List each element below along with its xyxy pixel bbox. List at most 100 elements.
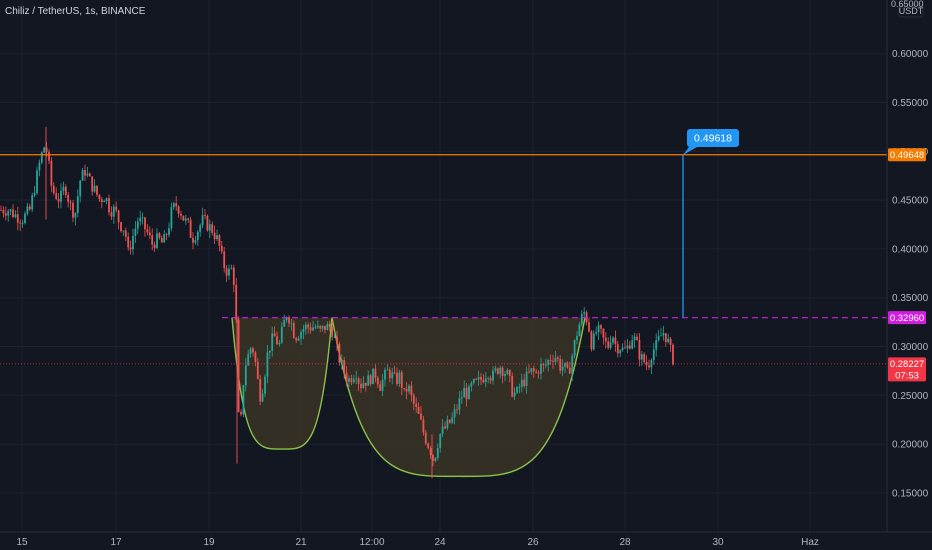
candle-body [489,378,492,381]
candle-body [612,337,614,343]
candle-body [576,335,578,341]
price-tick-label: 0.20000 [892,440,929,451]
candle-body [463,387,466,398]
candle-body [266,352,269,377]
candle-body [362,382,365,388]
price-tick-label: 0.35000 [892,293,929,304]
candle-body [504,374,506,377]
candle-body [398,372,401,384]
target-arrow-layer[interactable]: 0.49618 [682,129,739,318]
candle-body [232,267,235,286]
candle-body [446,419,449,429]
candle-body [100,199,103,203]
candle-body [475,378,478,380]
candle-body [523,379,526,386]
candle-body [528,371,530,373]
candle-body [93,185,96,192]
candle-body [62,186,65,191]
candle-body [662,333,665,336]
candle-body [360,383,362,388]
candle-body [352,379,355,383]
candle-body [657,335,660,341]
candle-body [280,326,283,343]
candle-body [225,268,228,276]
resistance-price-tag-box [888,148,926,162]
candle-body [43,147,46,153]
candle-body [648,365,650,368]
candle-body [348,378,350,382]
current-price-tag-box [888,357,926,382]
candle-body [561,366,564,371]
candle-body [45,147,48,152]
candle-body [50,160,53,186]
candle-body [604,337,607,342]
candle-body [0,209,2,211]
candle-body [664,333,667,343]
candle-body [638,340,641,360]
candle-body [288,317,290,324]
candle-body [283,320,286,327]
candle-body [453,409,456,418]
candle-body [343,360,346,373]
time-tick-label: 28 [619,537,631,548]
currency-unit-tag[interactable] [898,4,924,18]
candle-body [595,332,598,334]
candle-body [376,377,379,385]
candle-body [652,349,655,361]
target-callout-box[interactable] [687,129,739,148]
candle-body [619,350,622,354]
candle-body [564,362,566,367]
candle-body [396,372,398,384]
price-tick-label: 0.55000 [892,98,929,109]
candle-body [216,235,218,240]
cup-and-handle-drawing[interactable] [231,317,586,478]
candle-body [249,348,252,355]
price-tick-label: 0.40000 [892,244,929,255]
candle-body [345,372,348,382]
candle-body [412,395,415,404]
levels-layer[interactable] [0,154,887,365]
target-callout-label: 0.49618 [694,133,732,145]
time-tick-label: 21 [295,537,307,548]
candle-body [672,344,674,365]
candle-body [667,338,670,343]
current-price-tag-text: 0.28227 [890,359,924,370]
candle-body [175,203,178,207]
candle-body [259,378,262,402]
candle-body [295,337,298,341]
candle-body [609,342,612,348]
candle-body [110,212,113,217]
candle-body [444,426,446,429]
candle-body [400,372,403,389]
candle-body [12,209,14,217]
candle-body [170,207,173,229]
chart-title[interactable]: Chiliz / TetherUS, 1s, BINANCE [5,6,146,17]
candle-body [384,369,386,380]
currency-unit-label: USDT [899,6,924,16]
candle-body [220,245,223,252]
candle-body [597,325,600,333]
candle-body [247,354,250,366]
candle-body [525,371,528,386]
time-axis[interactable]: 15 17 19 21 12:00 24 26 28 30 Haz [16,537,818,548]
candle-body [38,162,41,171]
candle-body [153,244,156,249]
candle-body [513,392,516,397]
candle-body [388,369,391,379]
cup-curve-2[interactable] [331,317,586,478]
candle-body [151,235,154,245]
candle-body [393,372,396,374]
candle-body [122,230,125,232]
grid-layer [0,0,887,532]
candle-body [237,319,240,412]
candle-body [182,215,185,221]
candle-body [60,190,62,202]
candle-body [614,337,617,345]
candle-body [184,218,187,221]
candle-body [506,369,509,375]
candle-body [244,365,247,386]
candle-body [240,411,242,415]
candle-body [264,376,266,394]
